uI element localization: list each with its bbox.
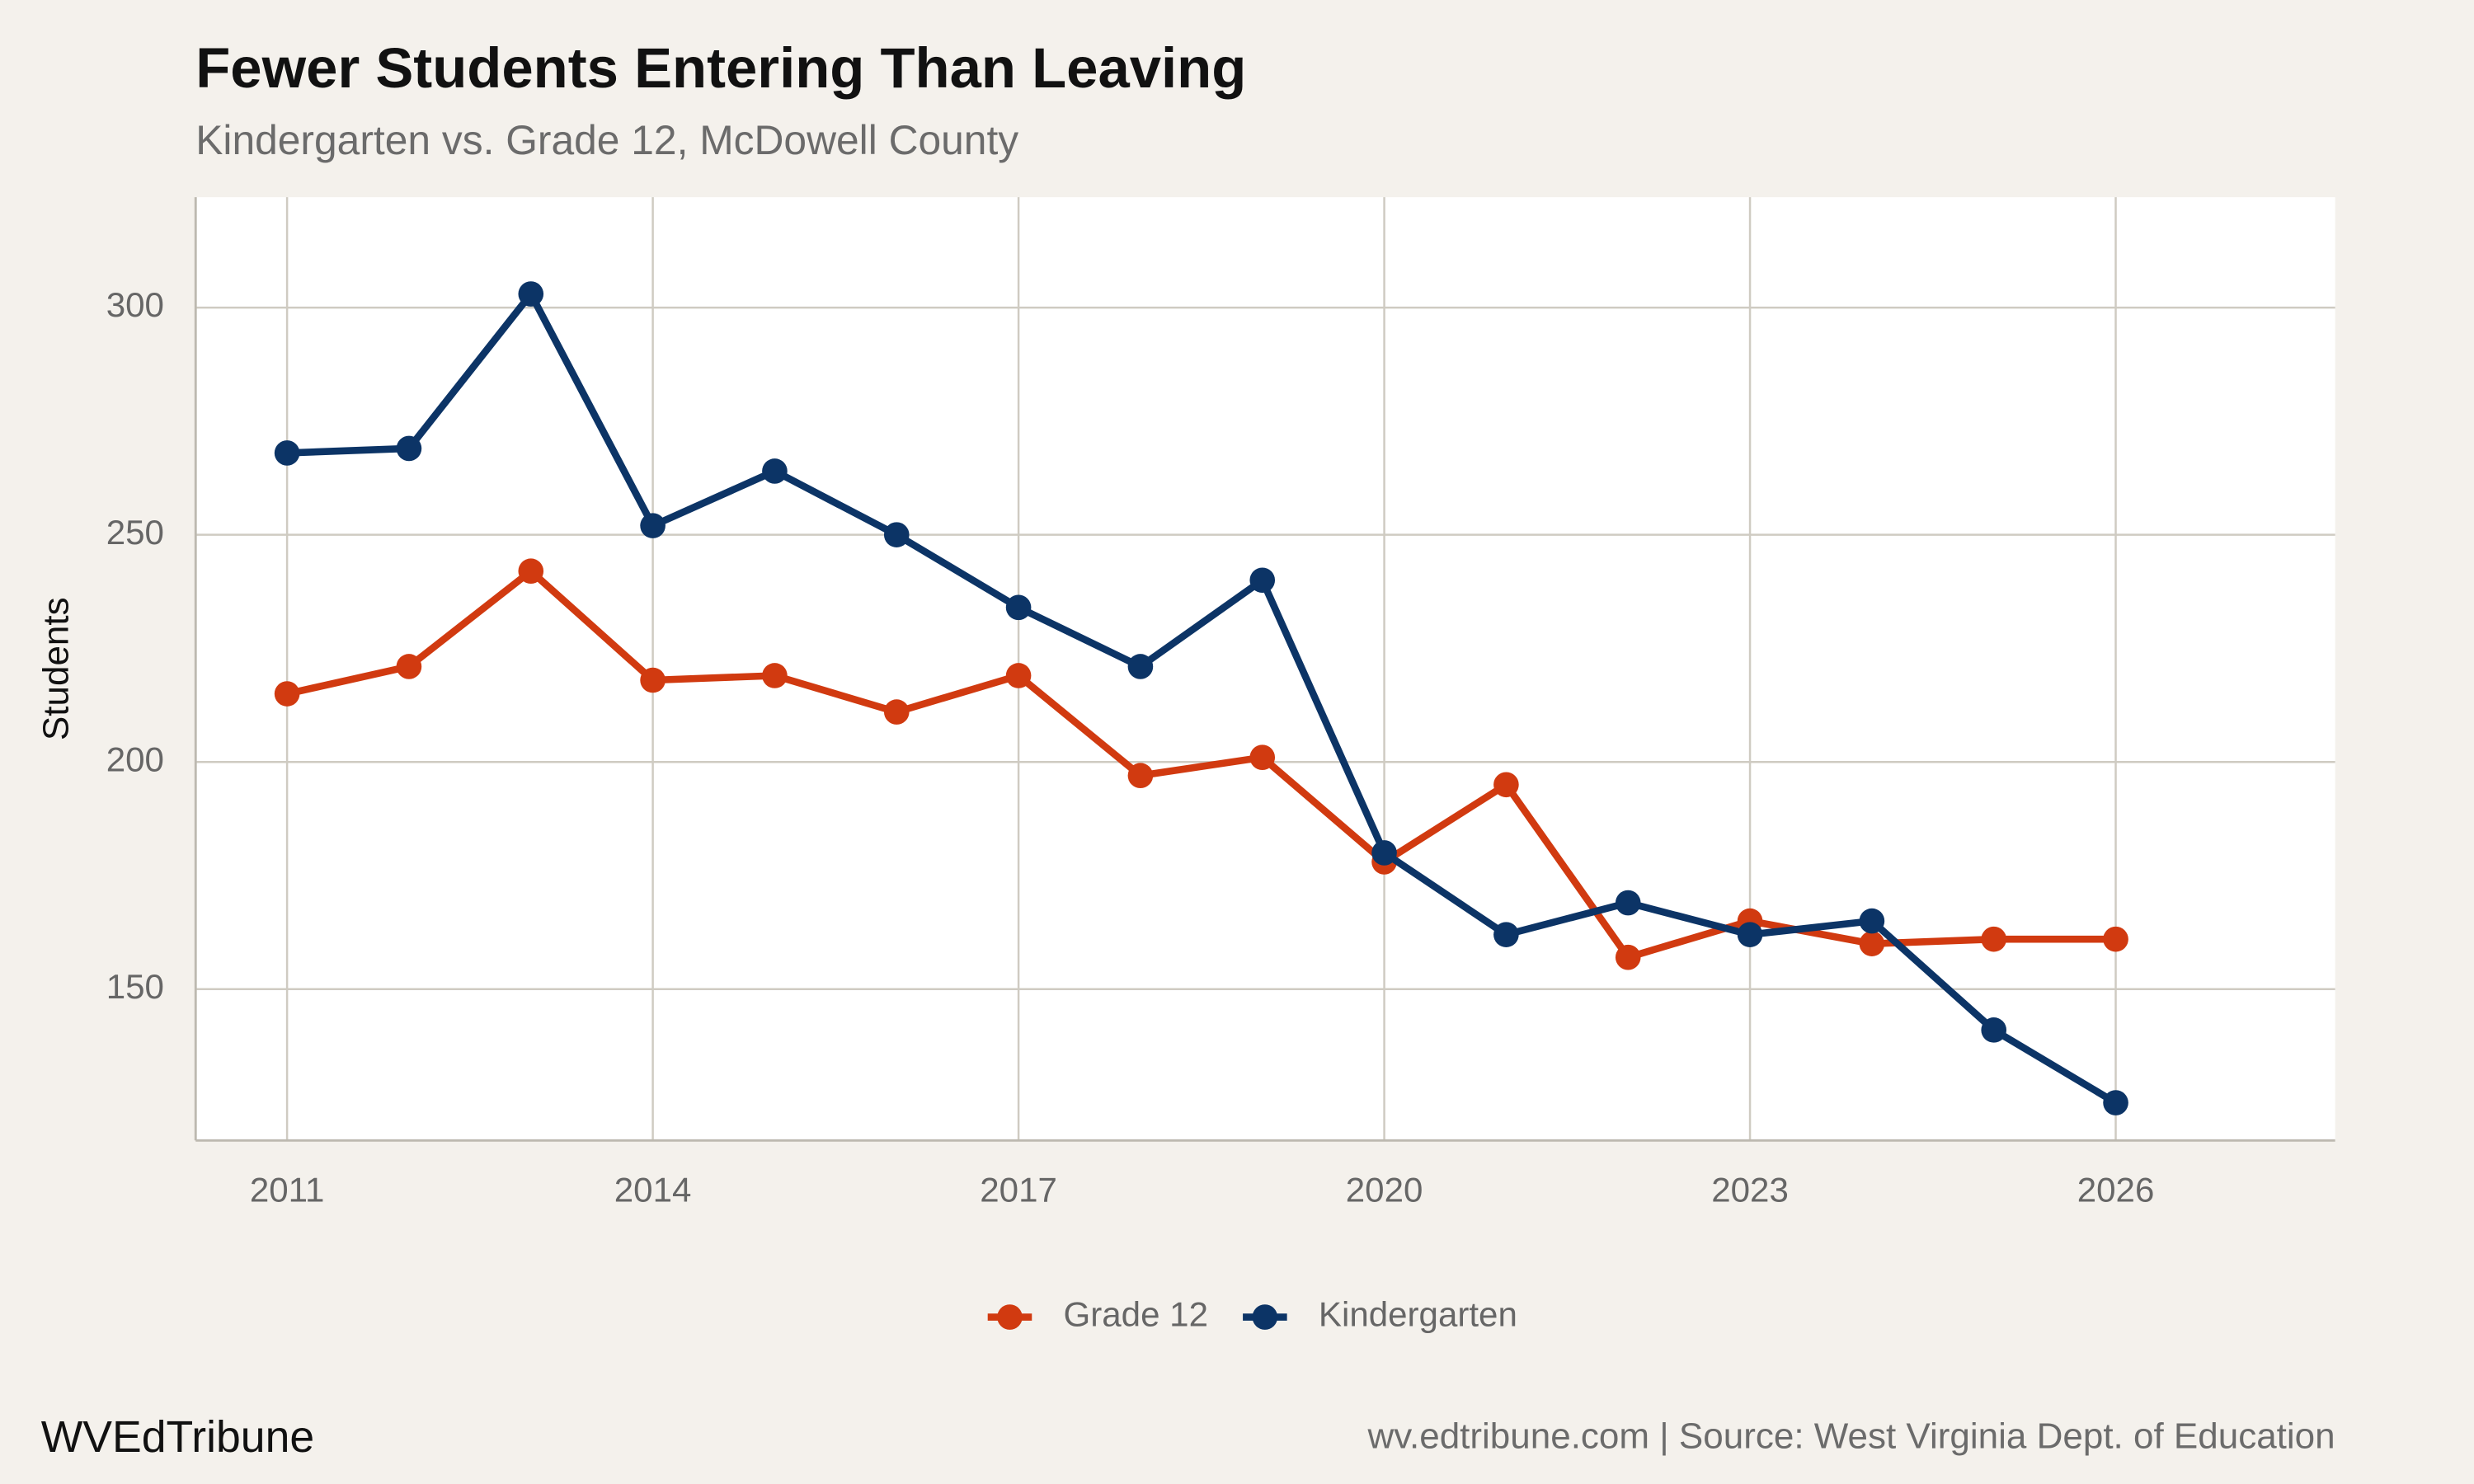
legend-swatch — [997, 1304, 1023, 1330]
y-tick-label: 250 — [106, 513, 164, 552]
point — [1981, 1017, 2007, 1043]
point — [883, 522, 910, 547]
point — [1859, 931, 1885, 956]
point — [2103, 1090, 2128, 1115]
y-tick-label: 200 — [106, 740, 164, 778]
legend-label: Grade 12 — [1064, 1295, 1208, 1334]
point — [396, 654, 422, 679]
point — [640, 667, 666, 693]
series-line — [286, 567, 2116, 961]
point — [640, 513, 666, 538]
point — [883, 699, 910, 725]
point — [1005, 663, 1032, 688]
plot-area — [195, 197, 2335, 1141]
caption-right: wv.edtribune.com | Source: West Virginia… — [1366, 1416, 2335, 1457]
chart-subtitle: Kindergarten vs. Grade 12, McDowell Coun… — [195, 117, 1018, 163]
point — [1615, 944, 1641, 970]
chart-title: Fewer Students Entering Than Leaving — [195, 36, 1246, 100]
point — [1005, 594, 1032, 621]
point — [762, 458, 788, 484]
x-tick-label: 2026 — [2077, 1171, 2155, 1209]
point — [1127, 763, 1154, 789]
point — [518, 281, 544, 307]
caption-left: WVEdTribune — [41, 1413, 314, 1462]
point — [1615, 890, 1641, 916]
point — [1371, 840, 1397, 866]
x-tick-label: 2017 — [980, 1171, 1057, 1209]
series-line — [286, 290, 2118, 1106]
y-tick-label: 300 — [106, 285, 164, 324]
point — [1493, 922, 1519, 947]
x-tick-label: 2014 — [614, 1171, 692, 1209]
point — [518, 558, 544, 585]
x-tick-label: 2011 — [250, 1171, 324, 1209]
point — [274, 681, 300, 707]
point — [1127, 654, 1154, 679]
point — [762, 663, 788, 688]
legend-swatch — [1252, 1304, 1278, 1330]
point — [1981, 926, 2007, 952]
point — [2103, 926, 2128, 952]
point — [274, 440, 300, 466]
point — [1249, 567, 1276, 594]
point — [1493, 772, 1519, 798]
point — [1859, 908, 1885, 934]
point — [396, 435, 422, 462]
point — [1737, 922, 1763, 947]
x-tick-label: 2023 — [1711, 1171, 1789, 1209]
legend-label: Kindergarten — [1319, 1295, 1517, 1334]
y-tick-label: 150 — [106, 967, 164, 1006]
point — [1249, 744, 1276, 770]
y-axis-label: Students — [35, 597, 76, 740]
x-tick-label: 2020 — [1346, 1171, 1423, 1209]
